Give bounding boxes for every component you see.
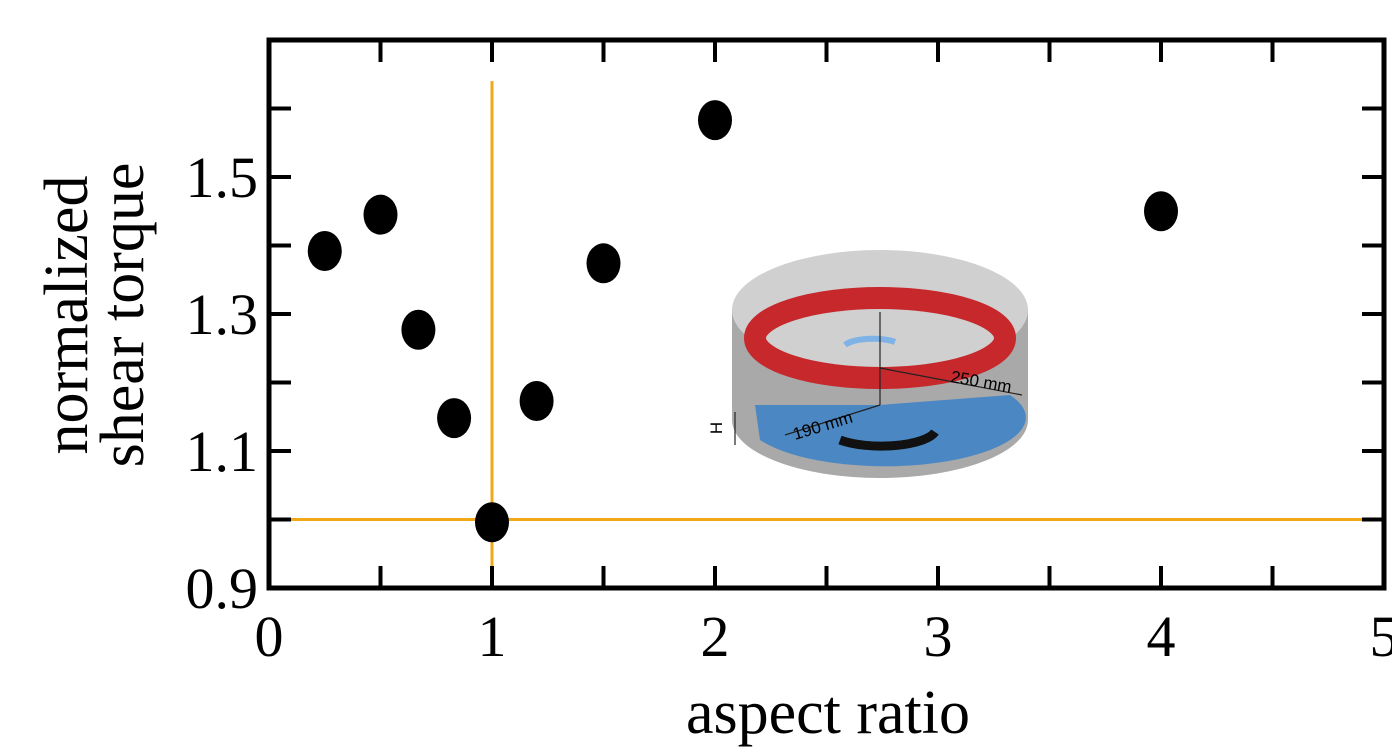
floor — [755, 395, 1026, 467]
x-tick-label: 0 — [255, 604, 284, 669]
x-tick-label: 1 — [478, 604, 507, 669]
point — [1144, 191, 1178, 232]
y-axis-label-line: normalized — [33, 176, 101, 455]
y-tick-label: 1.3 — [186, 282, 259, 347]
point — [698, 100, 732, 141]
point — [475, 502, 509, 543]
rotation-arrow — [838, 429, 939, 451]
point — [307, 230, 342, 271]
x-tick-label: 2 — [701, 604, 730, 669]
point — [363, 194, 398, 235]
inset-diagram: 250 mm 190 mm H — [707, 250, 1028, 478]
cylinder-top — [732, 250, 1028, 370]
y-tick-label: 1.5 — [186, 145, 259, 210]
x-tick-label: 4 — [1147, 604, 1176, 669]
x-tick-label: 3 — [924, 604, 953, 669]
y-axis-label-line: shear torque — [89, 163, 157, 468]
plot-frame — [266, 37, 1387, 591]
point — [401, 309, 436, 350]
rotation-arrow-top — [843, 335, 897, 348]
point — [586, 243, 621, 284]
dim-line — [784, 404, 881, 436]
y-axis-label: normalized shear torque — [33, 163, 157, 468]
x-axis-label: aspect ratio — [686, 679, 970, 747]
point — [437, 398, 472, 439]
y-tick-label: 0.9 — [186, 556, 259, 621]
dim-line — [879, 367, 1023, 396]
x-tick-label: 5 — [1370, 604, 1392, 669]
annotation: H — [707, 422, 726, 434]
point — [519, 380, 554, 421]
y-tick-label: 1.1 — [186, 419, 259, 484]
